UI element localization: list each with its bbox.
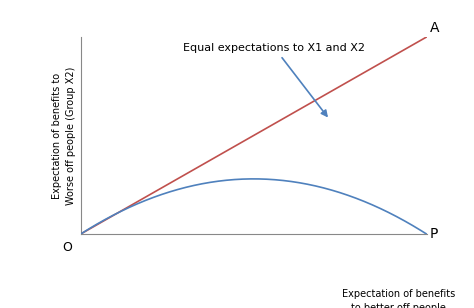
Text: Expectation of benefits
to better off people
(Group X1): Expectation of benefits to better off pe… <box>342 289 456 308</box>
Text: A: A <box>430 21 439 35</box>
Y-axis label: Expectation of benefits to
Worse off people (Group X2): Expectation of benefits to Worse off peo… <box>53 66 76 205</box>
Text: O: O <box>62 241 72 254</box>
Text: P: P <box>430 227 438 241</box>
Text: Equal expectations to X1 and X2: Equal expectations to X1 and X2 <box>183 43 365 116</box>
